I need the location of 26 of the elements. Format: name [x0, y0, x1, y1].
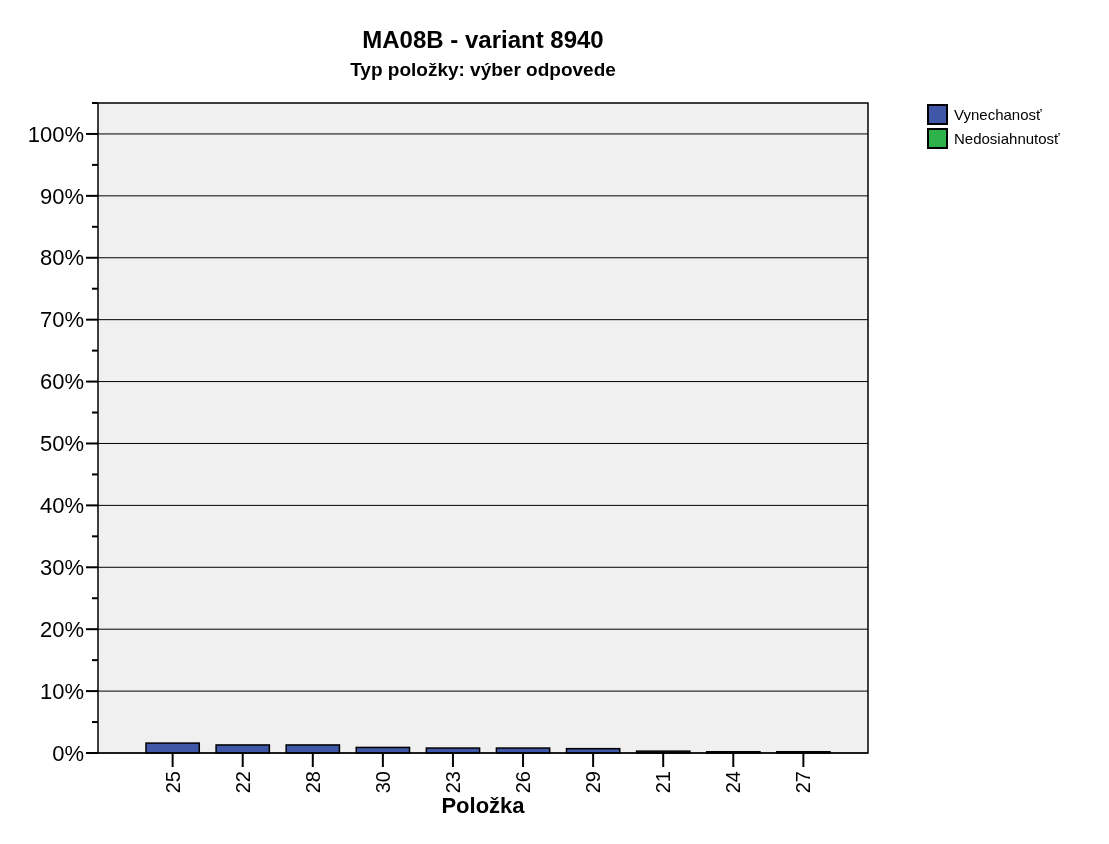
x-tick-label: 22: [231, 771, 254, 794]
x-tick-label: 30: [371, 771, 394, 794]
x-tick-label: 21: [652, 771, 675, 794]
y-tick-label: 100%: [27, 121, 84, 147]
y-tick-label: 90%: [39, 183, 84, 209]
legend-label: Nedosiahnutosť: [954, 130, 1061, 148]
x-tick-label: 28: [301, 771, 324, 794]
x-tick-label: 24: [722, 771, 745, 794]
y-tick-label: 60%: [39, 369, 84, 395]
y-tick-label: 20%: [39, 616, 84, 642]
y-tick-label: 30%: [39, 554, 84, 580]
x-axis-title: Položka: [441, 793, 526, 818]
y-tick-label: 40%: [39, 493, 84, 519]
x-tick-label: 26: [512, 771, 535, 794]
x-tick-label: 27: [792, 771, 815, 794]
y-tick-label: 50%: [39, 431, 84, 457]
y-tick-label: 0%: [52, 740, 84, 766]
x-tick-label: 23: [441, 771, 464, 794]
chart-subtitle: Typ položky: výber odpovede: [350, 59, 616, 80]
y-tick-label: 10%: [39, 678, 84, 704]
chart-title: MA08B - variant 8940: [362, 26, 604, 53]
x-tick-label: 25: [161, 771, 184, 794]
legend-label: Vynechanosť: [954, 106, 1042, 124]
y-tick-label: 80%: [39, 245, 84, 271]
y-tick-label: 70%: [39, 307, 84, 333]
x-tick-label: 29: [582, 771, 605, 794]
